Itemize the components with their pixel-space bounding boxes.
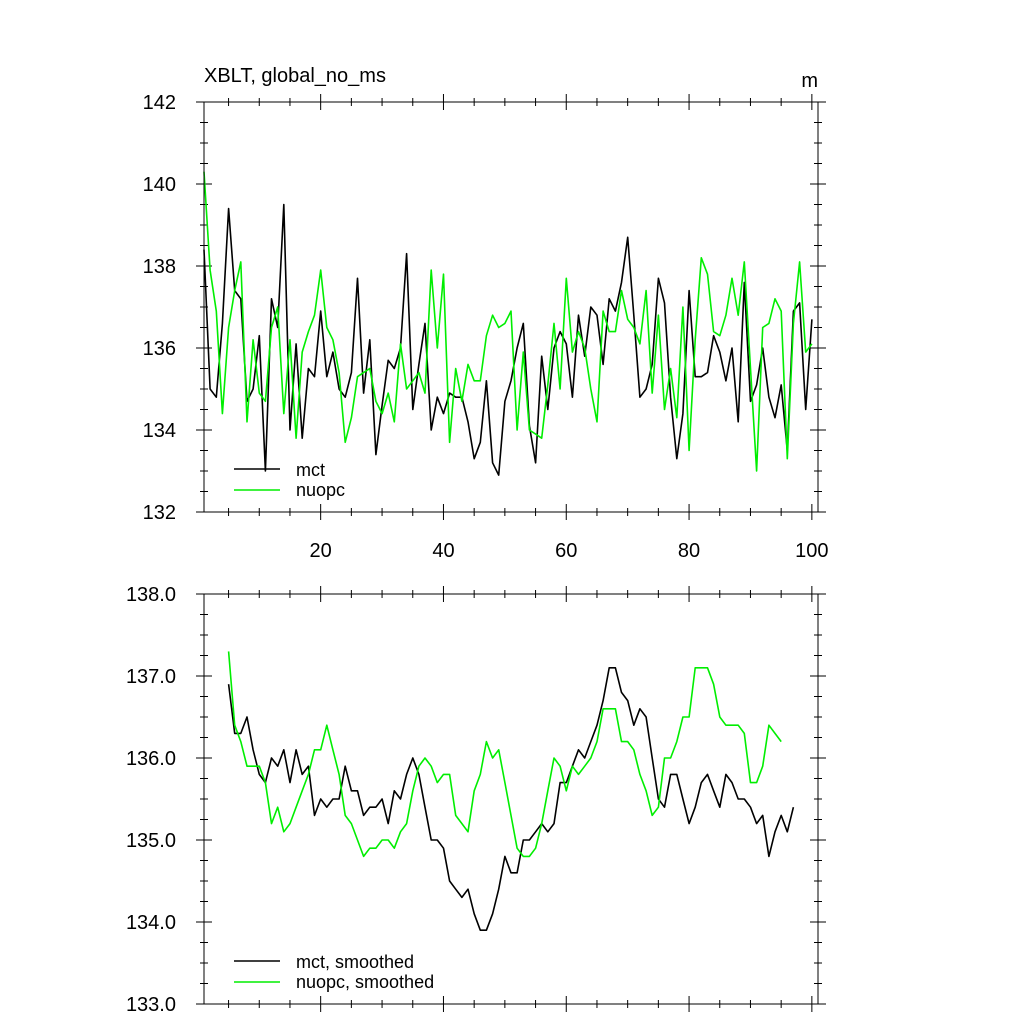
panel-2: 133.0 134.0 135.0 136.0 137.0 138.0 mct, smoo… [126, 584, 826, 1016]
panel-1-lines [203, 171, 813, 476]
panel-2-ticks [196, 586, 826, 1012]
y-tick-label: 136 [143, 338, 176, 360]
y-tick-label: 133.0 [126, 994, 176, 1016]
series-line-mct-smoothed [227, 666, 795, 932]
panel-1-ticks [196, 94, 826, 520]
y-tick-label: 136.0 [126, 748, 176, 770]
legend-label-mct: mct [296, 460, 325, 480]
y-tick-label: 138 [143, 256, 176, 278]
series-line-nuopc [203, 171, 813, 472]
panel-2-frame [203, 593, 819, 1005]
y-tick-label: 134.0 [126, 912, 176, 934]
legend-label-nuopc-smoothed: nuopc, smoothed [296, 972, 434, 992]
panel-1-x-tick-labels: 20 40 60 80 100 [310, 540, 829, 562]
x-tick-label: 20 [310, 540, 332, 562]
y-tick-label: 135.0 [126, 830, 176, 852]
series-line-mct [203, 203, 813, 476]
panel-1: XBLT, global_no_ms m 132134136138140142 … [143, 65, 829, 562]
x-tick-label: 60 [555, 540, 577, 562]
panel-1-units: m [801, 70, 818, 92]
panel-2-lines [227, 651, 795, 932]
y-tick-label: 140 [143, 174, 176, 196]
y-tick-label: 137.0 [126, 666, 176, 688]
panel-2-legend: mct, smoothed nuopc, smoothed [234, 952, 434, 992]
panel-1-y-tick-labels: 132 134 136 138 140 142 [143, 92, 176, 524]
x-tick-label: 100 [795, 540, 828, 562]
panel-1-frame [203, 101, 819, 513]
panel-1-legend: mct nuopc [234, 460, 345, 500]
y-tick-label: 138.0 [126, 584, 176, 606]
y-tick-label: 132 [143, 502, 176, 524]
series-line-nuopc-smoothed [227, 651, 782, 858]
x-tick-label: 40 [432, 540, 454, 562]
x-tick-label: 80 [678, 540, 700, 562]
y-tick-label: 134 [143, 420, 176, 442]
y-tick-label: 142 [143, 92, 176, 114]
legend-label-mct-smoothed: mct, smoothed [296, 952, 414, 972]
panel-1-title: XBLT, global_no_ms [204, 65, 386, 87]
legend-label-nuopc: nuopc [296, 480, 345, 500]
panel-2-y-tick-labels: 133.0 134.0 135.0 136.0 137.0 138.0 [126, 584, 176, 1016]
